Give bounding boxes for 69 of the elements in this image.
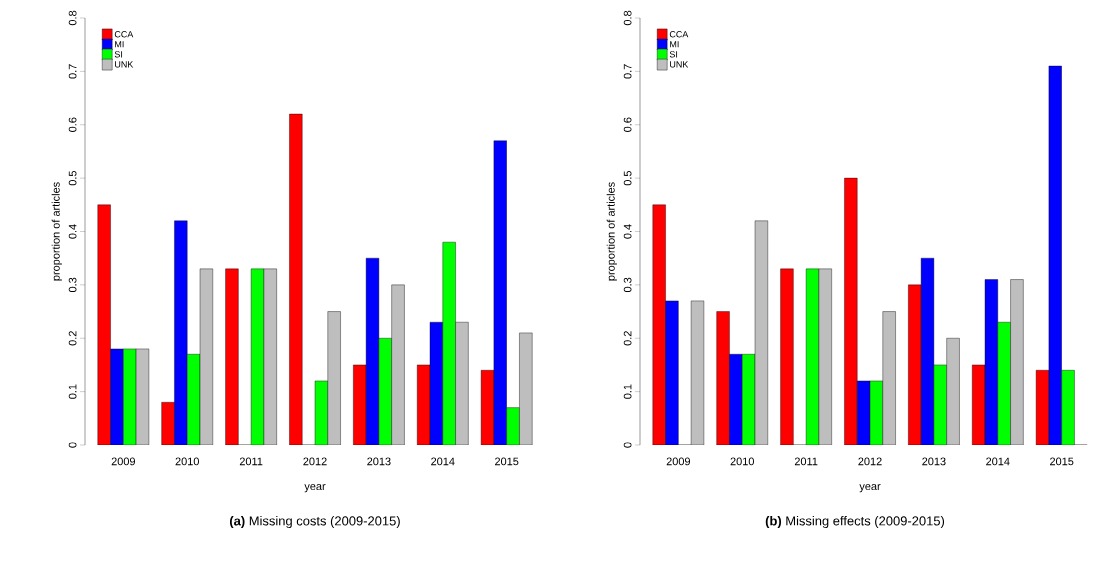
text: (a) Missing costs (2009-2015) bbox=[229, 515, 400, 529]
bar bbox=[946, 338, 960, 445]
x-tick-label: 2012 bbox=[303, 457, 327, 466]
x-tick-label: 2014 bbox=[986, 457, 1010, 466]
y-tick-label: 0.2 bbox=[623, 331, 632, 346]
legend-label: UNK bbox=[670, 61, 689, 68]
legend-label: MI bbox=[115, 41, 124, 48]
y-tick-label: 0.2 bbox=[68, 331, 77, 346]
bar bbox=[780, 268, 794, 445]
y-tick-label: 0.8 bbox=[623, 10, 632, 26]
y-tick-label: 0.4 bbox=[623, 224, 632, 239]
bar bbox=[225, 268, 239, 445]
legend-label: SI bbox=[114, 51, 123, 58]
bar bbox=[161, 402, 175, 445]
bar bbox=[716, 311, 730, 445]
y-tick-label: 0.8 bbox=[68, 10, 77, 26]
bar bbox=[665, 300, 679, 445]
x-tick-label: 2012 bbox=[858, 457, 882, 466]
x-axis-title: year bbox=[859, 484, 881, 493]
x-tick-label: 2014 bbox=[431, 457, 455, 466]
legend-label: CCA bbox=[669, 31, 689, 38]
y-tick-label: 0.3 bbox=[68, 277, 77, 293]
legend-label: MI bbox=[670, 41, 679, 48]
bar bbox=[455, 322, 469, 445]
x-tick-label: 2013 bbox=[922, 457, 946, 466]
y-tick-label: 0.6 bbox=[68, 117, 77, 132]
y-tick-label: 0 bbox=[623, 442, 632, 448]
y-tick-label: 0 bbox=[68, 442, 77, 448]
y-tick-label: 0.7 bbox=[68, 64, 77, 79]
bar bbox=[844, 177, 858, 445]
y-tick-label: 0.1 bbox=[68, 384, 77, 399]
text: (b) Missing effects (2009-2015) bbox=[765, 515, 945, 529]
bar bbox=[729, 354, 743, 445]
bar bbox=[97, 204, 111, 445]
x-tick-label: 2010 bbox=[730, 457, 754, 466]
y-tick-label: 0.5 bbox=[68, 170, 77, 186]
x-tick-label: 2009 bbox=[111, 457, 135, 466]
bar bbox=[506, 407, 520, 445]
x-tick-label: 2010 bbox=[175, 457, 199, 466]
bar bbox=[1061, 370, 1075, 445]
bar bbox=[110, 348, 124, 445]
bar bbox=[174, 220, 188, 445]
x-tick-label: 2011 bbox=[794, 457, 818, 466]
x-axis-title: year bbox=[304, 484, 326, 493]
y-axis-title: proportion of articles bbox=[606, 182, 617, 281]
x-tick-label: 2015 bbox=[495, 457, 519, 466]
bar bbox=[882, 311, 896, 445]
bar bbox=[289, 114, 303, 445]
legend-label: SI bbox=[669, 51, 678, 58]
bar bbox=[442, 241, 456, 445]
bar bbox=[519, 332, 533, 445]
y-axis-title: proportion of articles bbox=[51, 182, 62, 281]
x-tick-label: 2009 bbox=[666, 457, 691, 466]
legend-label: UNK bbox=[115, 61, 134, 68]
y-tick-label: 0.6 bbox=[623, 117, 632, 132]
x-tick-label: 2013 bbox=[367, 457, 391, 466]
x-tick-label: 2011 bbox=[239, 457, 263, 466]
y-tick-label: 0.7 bbox=[623, 64, 632, 79]
bar bbox=[327, 311, 341, 445]
y-tick-label: 0.3 bbox=[623, 277, 632, 293]
bar bbox=[391, 284, 405, 445]
bar bbox=[652, 204, 666, 445]
legend-label: CCA bbox=[114, 31, 134, 38]
y-tick-label: 0.1 bbox=[623, 384, 632, 399]
y-tick-label: 0.4 bbox=[68, 224, 77, 239]
x-tick-label: 2015 bbox=[1050, 457, 1074, 466]
bar bbox=[1010, 279, 1024, 445]
y-tick-label: 0.5 bbox=[623, 170, 632, 186]
bar bbox=[997, 322, 1011, 445]
